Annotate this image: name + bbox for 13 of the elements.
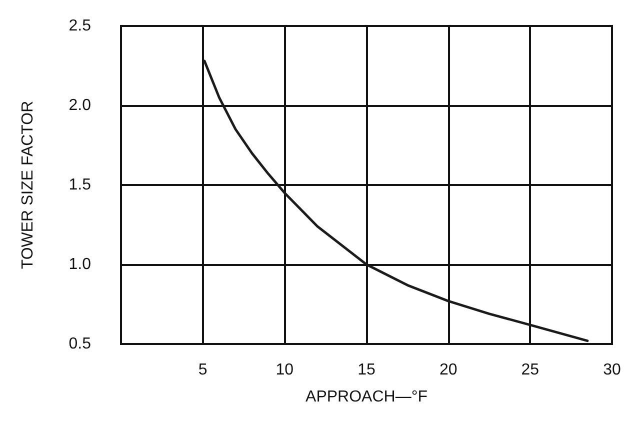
x-axis-title: APPROACH—°F <box>306 388 428 406</box>
y-tick-label: 2.0 <box>68 97 92 114</box>
y-tick-label: 0.5 <box>68 336 92 352</box>
y-tick-label: 2.5 <box>68 18 92 34</box>
y-tick-label: 1.5 <box>68 176 92 194</box>
x-tick-label: 30 <box>603 362 621 378</box>
y-axis-title: TOWER SIZE FACTOR <box>20 100 36 270</box>
y-tick-label: 1.0 <box>68 256 92 273</box>
x-tick-label: 15 <box>358 362 376 378</box>
x-tick-label: 5 <box>198 362 208 378</box>
x-tick-label: 10 <box>276 362 294 378</box>
x-tick-label: 20 <box>439 362 458 378</box>
x-tick-label: 25 <box>521 362 540 378</box>
